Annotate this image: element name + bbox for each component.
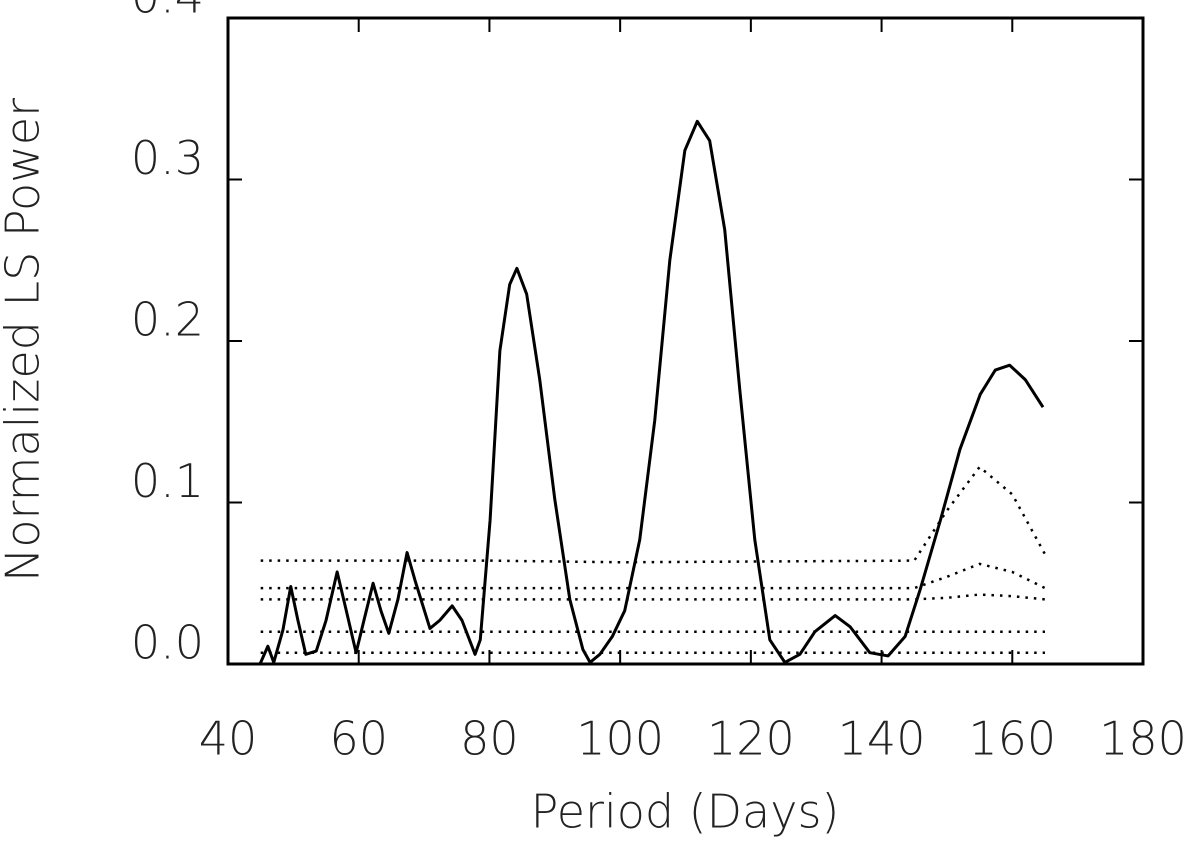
line-series bbox=[258, 119, 1045, 665]
x-tick-label: 140 bbox=[838, 712, 926, 766]
x-tick-label: 100 bbox=[576, 712, 664, 766]
y-tick-label: 0.2 bbox=[131, 293, 204, 347]
x-tick-label: 160 bbox=[968, 712, 1056, 766]
x-tick-label: 80 bbox=[460, 712, 519, 766]
y-tick-label: 0.0 bbox=[131, 616, 204, 670]
y-tick-label: 0.4 bbox=[131, 0, 204, 24]
x-tick-label: 40 bbox=[199, 712, 258, 766]
y-tick-label: 0.3 bbox=[131, 131, 204, 185]
y-axis-label: Normalized LS Power bbox=[0, 98, 50, 582]
x-tick-label: 60 bbox=[329, 712, 388, 766]
x-tick-label: 120 bbox=[707, 712, 795, 766]
plot-frame bbox=[226, 16, 1145, 666]
x-axis-label: Period (Days) bbox=[531, 785, 840, 839]
y-tick-label: 0.1 bbox=[131, 454, 204, 508]
line-series bbox=[260, 465, 1047, 564]
x-tick-label: 180 bbox=[1099, 712, 1187, 766]
